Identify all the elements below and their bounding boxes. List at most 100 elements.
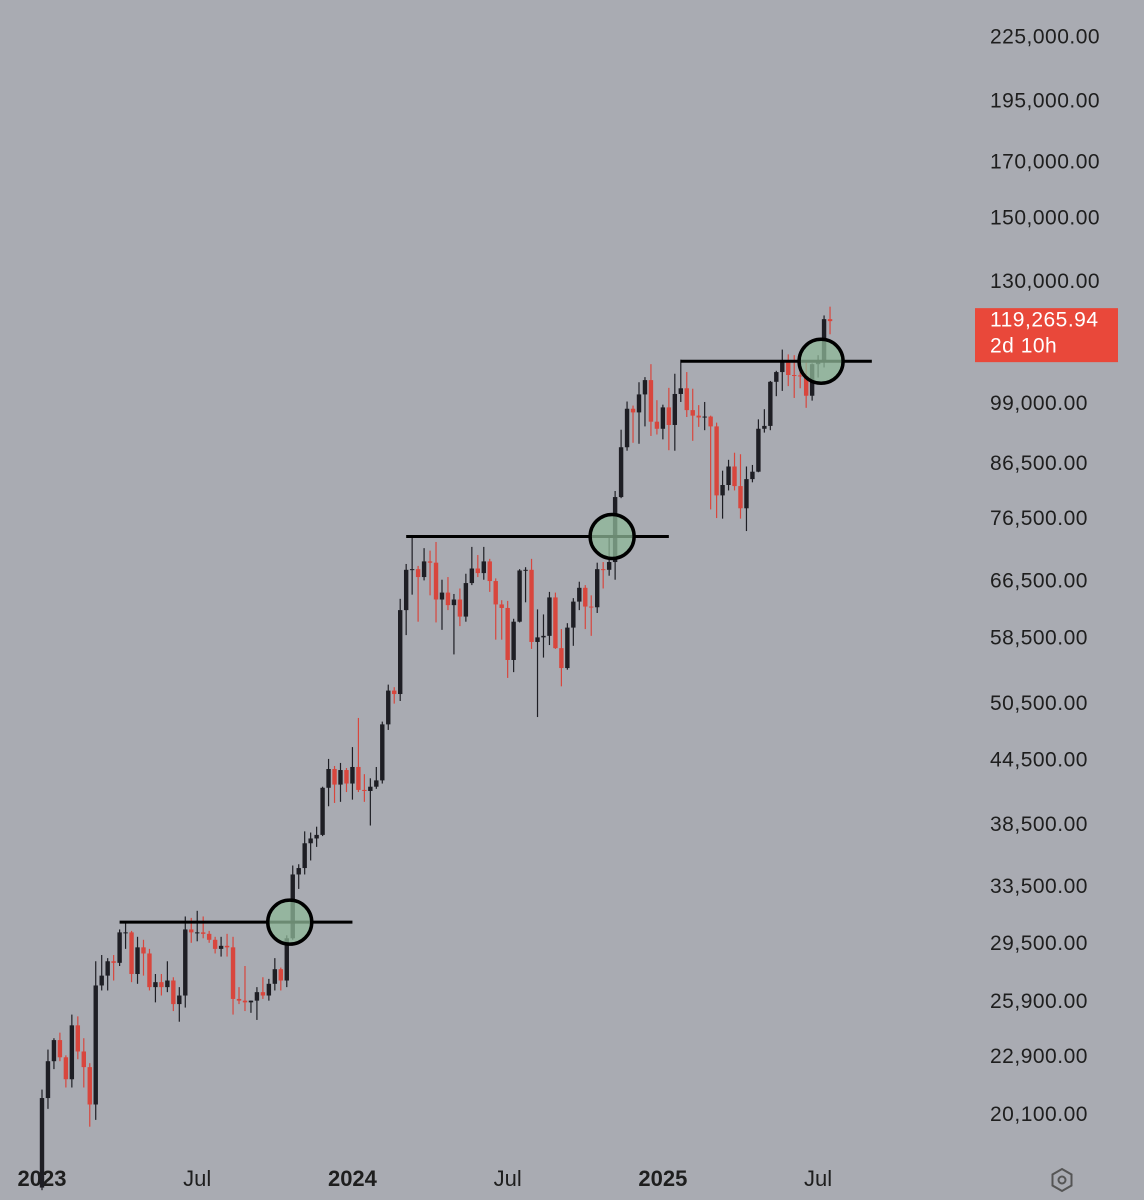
candle-body (517, 570, 522, 622)
candle-body (105, 961, 110, 976)
candle-body (714, 426, 719, 496)
candle-body (421, 561, 427, 578)
y-tick-label: 86,500.00 (990, 452, 1088, 475)
candle-body (732, 466, 737, 487)
candle-body (475, 568, 481, 574)
candle-body (547, 597, 552, 636)
x-tick-label: 2024 (328, 1166, 378, 1191)
candle-body (350, 766, 355, 784)
x-tick-label: Jul (183, 1166, 211, 1191)
candle-body (744, 479, 749, 509)
y-tick-label: 99,000.00 (990, 392, 1088, 415)
candle-body (684, 388, 689, 411)
candle-body (368, 786, 373, 791)
candle-body (415, 569, 421, 578)
y-tick-label: 25,900.00 (990, 990, 1088, 1013)
candle-body (738, 486, 743, 509)
candle-body (380, 724, 385, 781)
breakout-marker (797, 337, 845, 386)
candle-body (242, 1000, 248, 1003)
candle-body (93, 985, 98, 1105)
candle-body (177, 995, 182, 1005)
candle-body (565, 627, 570, 669)
candle-body (439, 592, 445, 600)
candle-body (595, 569, 600, 608)
candle-body (218, 945, 224, 949)
y-tick-label: 50,500.00 (990, 692, 1088, 715)
candle-body (248, 1000, 254, 1003)
candle-body (117, 932, 122, 963)
candle-body (696, 415, 701, 418)
candle-body (750, 471, 755, 480)
candle-body (189, 929, 194, 933)
y-tick-label: 225,000.00 (990, 26, 1100, 49)
candle-body (314, 834, 319, 839)
candle-body (206, 933, 212, 940)
candle-body (159, 982, 164, 988)
settings-icon[interactable] (1051, 1167, 1073, 1193)
candle-body (81, 1051, 86, 1068)
candle-body (535, 637, 540, 642)
candle-body (618, 447, 624, 498)
candle-body (786, 361, 791, 376)
candle-body (296, 868, 301, 875)
candle-body (57, 1040, 63, 1058)
price-tag (975, 308, 1118, 363)
candle-body (111, 961, 116, 963)
price-tag-countdown: 2d 10h (990, 335, 1057, 358)
candle-body (398, 610, 403, 695)
candle-body (571, 601, 576, 628)
candle-body (487, 561, 492, 582)
candle-body (505, 607, 510, 660)
candle-body (827, 319, 833, 322)
y-tick-label: 150,000.00 (990, 206, 1100, 229)
y-tick-label: 76,500.00 (990, 507, 1088, 530)
candle-body (153, 982, 158, 988)
candle-body (606, 562, 612, 570)
candle-body (87, 1067, 92, 1105)
candle-body (481, 561, 486, 574)
candle-body (123, 932, 128, 934)
candle-body (141, 947, 146, 954)
candle-body (212, 939, 218, 949)
candle-body (308, 838, 313, 844)
candle-body (660, 407, 666, 429)
candle-body (523, 569, 528, 571)
y-tick-label: 66,500.00 (990, 569, 1088, 592)
candle-body (171, 980, 176, 1005)
candle-body (338, 770, 343, 785)
settings-dot (1057, 1175, 1067, 1185)
candle-body (69, 1025, 75, 1080)
candle-body (457, 599, 463, 617)
candle-body (559, 648, 564, 669)
candle-body (648, 380, 654, 422)
candle-body (553, 597, 558, 649)
candle-body (302, 843, 307, 869)
candle-body (624, 408, 630, 448)
settings-hexagon (1051, 1167, 1073, 1193)
y-tick-label: 33,500.00 (990, 875, 1088, 898)
candle-body (165, 980, 170, 988)
candle-body (499, 604, 504, 608)
candle-body (278, 969, 283, 981)
candle-body (75, 1025, 81, 1052)
candle-body (409, 569, 415, 571)
y-tick-label: 130,000.00 (990, 270, 1100, 293)
x-tick-label: Jul (804, 1166, 832, 1191)
candle-body (236, 998, 242, 1001)
candle-body (762, 425, 767, 429)
candle-body (577, 587, 582, 602)
y-tick-label: 170,000.00 (990, 151, 1100, 174)
candle-body (374, 780, 379, 787)
candle-body (469, 568, 475, 584)
candle-body (183, 929, 188, 996)
candle-body (254, 992, 260, 1001)
x-tick-label: Jul (494, 1166, 522, 1191)
candle-body (583, 587, 588, 607)
candle-body (195, 932, 200, 934)
candle-body (493, 581, 498, 605)
candle-body (147, 953, 152, 988)
candle-body (774, 372, 779, 382)
breakout-marker (266, 898, 314, 946)
